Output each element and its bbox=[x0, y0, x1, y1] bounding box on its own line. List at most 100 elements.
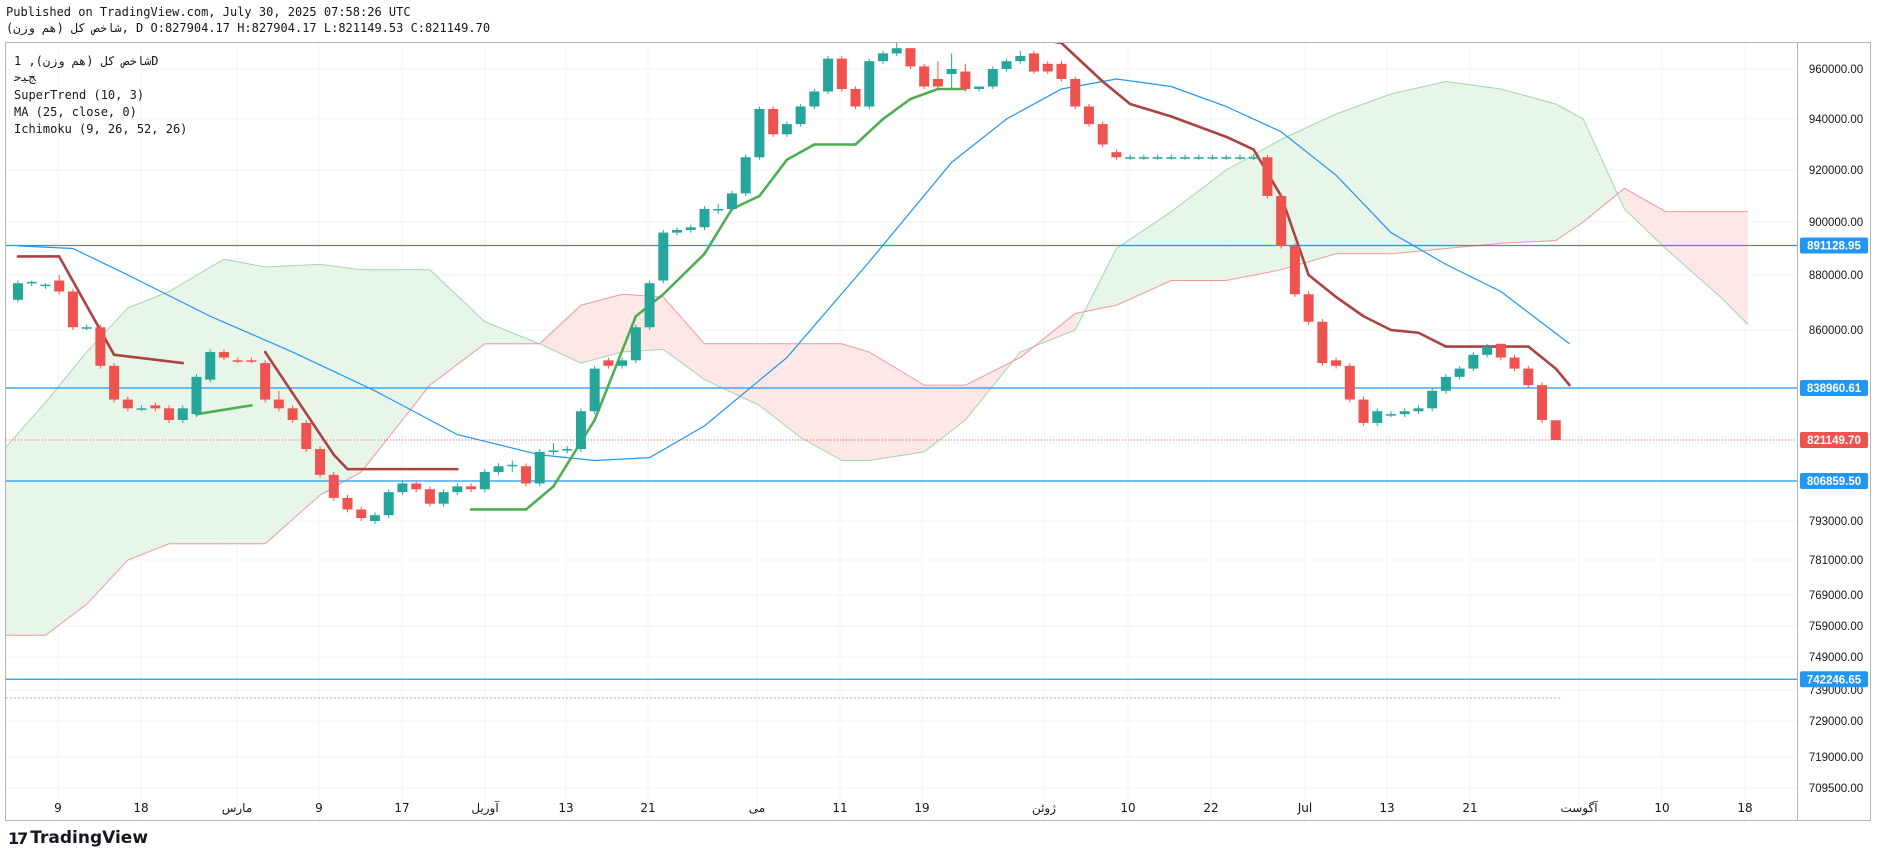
price-tick-label: 880000.00 bbox=[1809, 270, 1863, 282]
candle-body bbox=[493, 466, 504, 472]
candle-body bbox=[768, 109, 779, 135]
cloud-segment bbox=[1500, 89, 1556, 244]
supertrend-segment bbox=[263, 350, 336, 457]
time-tick-label: 22 bbox=[1203, 801, 1218, 815]
price-axis-labels: 960000.00 940000.00 920000.00 900000.00 8800… bbox=[1800, 64, 1868, 795]
time-tick-label: 17 bbox=[394, 801, 409, 815]
moving-average-line bbox=[17, 78, 1570, 462]
candle-body bbox=[26, 281, 37, 284]
candle-body bbox=[452, 486, 463, 493]
legend-ichimoku[interactable]: Ichimoku (9, 26, 52, 26) bbox=[14, 122, 188, 136]
candle-body bbox=[658, 232, 669, 281]
cloud-segment bbox=[539, 305, 581, 364]
cloud-segment bbox=[869, 352, 925, 461]
supertrend-segment bbox=[1101, 80, 1132, 106]
ichimoku-cloud bbox=[6, 80, 1749, 636]
supertrend-segment bbox=[1224, 135, 1255, 151]
last-price-badge: 821149.70 bbox=[1807, 435, 1861, 447]
candle-body bbox=[1083, 106, 1094, 125]
legend-subtitle: ﺞﯿﺣ bbox=[14, 70, 36, 84]
candle-body bbox=[1386, 414, 1396, 416]
candle-body bbox=[534, 451, 545, 484]
candle-body bbox=[1097, 124, 1108, 145]
candle-body bbox=[877, 53, 888, 62]
time-tick-label: ژوئن bbox=[1032, 801, 1056, 816]
candle-body bbox=[823, 58, 834, 92]
cloud-segment bbox=[924, 385, 966, 452]
candle-body bbox=[246, 360, 257, 362]
candle-body bbox=[260, 363, 271, 400]
candle-body bbox=[273, 399, 284, 409]
candle-body bbox=[603, 360, 614, 366]
candle-body bbox=[1523, 368, 1534, 386]
candle-body bbox=[507, 464, 518, 467]
legend-supertrend[interactable]: SuperTrend (10, 3) bbox=[14, 88, 145, 102]
candle-body bbox=[40, 284, 51, 287]
candle-body bbox=[1413, 408, 1424, 412]
price-tick-label: 739000.00 bbox=[1809, 685, 1863, 697]
candle-body bbox=[411, 483, 422, 490]
tradingview-logo: 17 TradingView bbox=[8, 828, 148, 848]
cloud-segment bbox=[1555, 104, 1584, 241]
candle-body bbox=[1056, 63, 1067, 79]
price-tick-label: 749000.00 bbox=[1809, 652, 1863, 664]
legend-ma[interactable]: MA (25, close, 0) bbox=[14, 105, 137, 119]
level-badge: 838960.61 bbox=[1807, 383, 1862, 395]
candle-body bbox=[548, 450, 559, 452]
supertrend-segment bbox=[1334, 295, 1365, 318]
level-badge-bg bbox=[1800, 237, 1868, 254]
time-tick-label: 18 bbox=[133, 801, 148, 815]
candle-body bbox=[1482, 346, 1493, 355]
time-axis-labels: 9 18 مارس 9 17 آوریل 13 21 می 11 19 ژوئن 10 22 Jul 13 21… bbox=[54, 800, 1752, 816]
candle-body bbox=[1193, 157, 1204, 159]
time-tick-label: 10 bbox=[1654, 801, 1669, 815]
cloud-segment bbox=[45, 352, 87, 636]
candle-body bbox=[1468, 354, 1479, 369]
candles bbox=[13, 43, 1561, 525]
candle-body bbox=[136, 408, 147, 410]
candle-body bbox=[795, 106, 806, 125]
time-tick-label: 21 bbox=[1462, 801, 1477, 815]
time-tick-label: مارس bbox=[222, 801, 253, 816]
candle-body bbox=[1138, 157, 1149, 159]
candle-body bbox=[946, 69, 957, 74]
candle-body bbox=[301, 422, 312, 450]
candle-body bbox=[644, 283, 655, 328]
candle-body bbox=[809, 91, 820, 107]
candle-body bbox=[315, 449, 326, 475]
time-tick-label: 11 bbox=[832, 801, 847, 815]
supertrend-segment bbox=[1170, 115, 1228, 139]
candle-body bbox=[1454, 368, 1465, 377]
candle-body bbox=[1262, 157, 1273, 196]
chart-pane[interactable] bbox=[5, 42, 1798, 821]
supertrend-segment bbox=[1554, 367, 1571, 387]
candle-body bbox=[356, 509, 367, 519]
cloud-segment bbox=[800, 343, 842, 461]
price-tick-label: 940000.00 bbox=[1809, 114, 1863, 126]
time-tick-label: 10 bbox=[1120, 801, 1135, 815]
level-badge-bg bbox=[1800, 671, 1868, 688]
candle-body bbox=[1042, 63, 1053, 72]
candle-body bbox=[177, 408, 188, 421]
candle-body bbox=[1125, 157, 1136, 159]
level-badge: 806859.50 bbox=[1807, 476, 1861, 488]
price-axis[interactable] bbox=[1798, 42, 1871, 821]
supertrend-segment bbox=[195, 404, 253, 416]
candle-body bbox=[1029, 53, 1040, 72]
candle-body bbox=[328, 474, 339, 498]
supertrend-segment bbox=[57, 255, 116, 357]
candle-body bbox=[1111, 152, 1122, 158]
supertrend-segment bbox=[332, 453, 349, 471]
price-tick-label: 793000.00 bbox=[1809, 516, 1863, 528]
candle-body bbox=[424, 489, 435, 504]
price-tick-label: 781000.00 bbox=[1809, 555, 1863, 567]
candle-body bbox=[54, 280, 65, 292]
candle-body bbox=[726, 193, 737, 209]
cloud-segment bbox=[759, 343, 801, 438]
candle-body bbox=[1550, 420, 1561, 440]
cloud-segment bbox=[223, 259, 266, 544]
cloud-segment bbox=[622, 294, 664, 353]
supertrend-segment bbox=[552, 418, 596, 488]
time-tick-label: 18 bbox=[1737, 801, 1752, 815]
